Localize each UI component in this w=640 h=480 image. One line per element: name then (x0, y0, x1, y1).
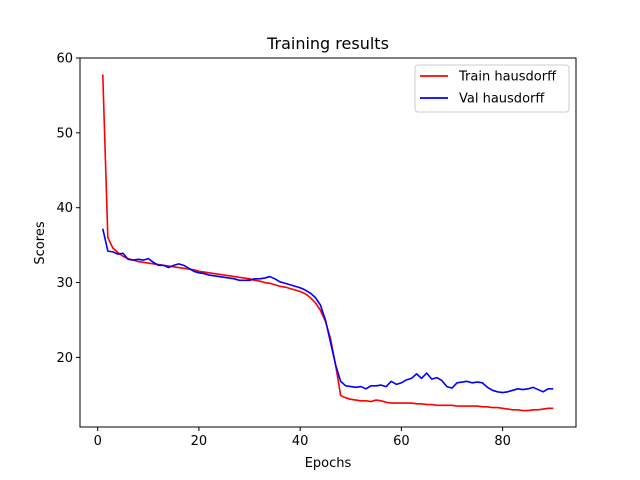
x-tick-label: 80 (494, 434, 511, 449)
plot-lines (101, 74, 554, 412)
y-axis-label: Scores (33, 221, 48, 264)
x-tick-label: 60 (393, 434, 410, 449)
y-tick-label: 20 (56, 351, 73, 366)
y-tick-label: 30 (56, 276, 73, 291)
legend-label: Val hausdorff (459, 92, 545, 107)
legend-label: Train hausdorff (458, 70, 557, 85)
series-line-val-hausdorff (101, 228, 554, 394)
y-tick-label: 60 (56, 52, 73, 67)
y-tick-label: 40 (56, 201, 73, 216)
x-tick-label: 0 (94, 434, 102, 449)
x-tick-label: 40 (292, 434, 309, 449)
x-axis-ticks: 0 20 40 60 80 (94, 427, 511, 449)
x-axis-label: Epochs (305, 456, 352, 471)
legend-box (414, 64, 570, 113)
y-tick-label: 50 (56, 126, 73, 141)
y-axis-ticks: 20 30 40 50 60 (56, 52, 80, 366)
x-tick-label: 20 (191, 434, 208, 449)
plot-frame (79, 57, 577, 428)
chart-title: Training results (266, 34, 389, 53)
series-line-train-hausdorff (101, 74, 554, 412)
legend: Train hausdorff Val hausdorff (414, 64, 570, 113)
